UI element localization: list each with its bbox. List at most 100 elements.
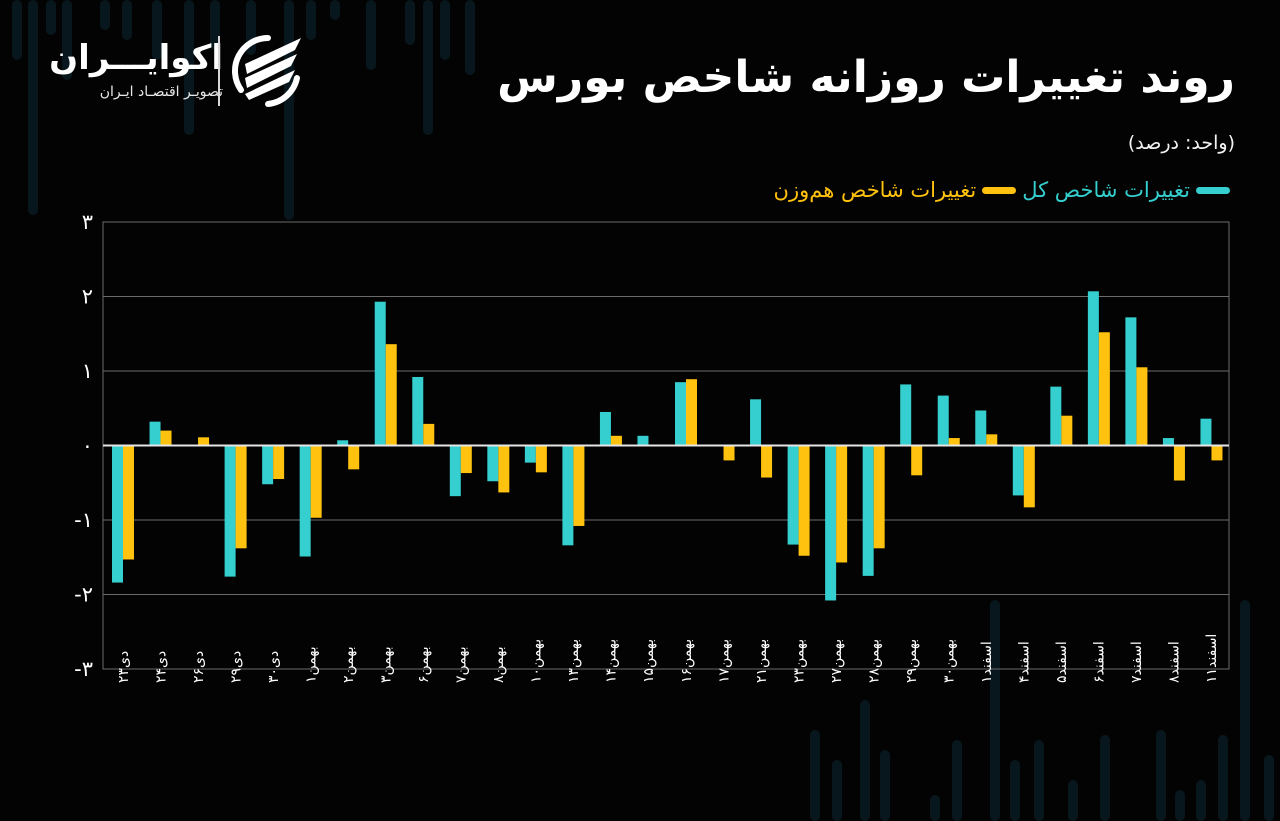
logo-tagline: تصویـر اقتصـاد ایـران [99,84,223,100]
bar-equal-weight-index [198,437,210,446]
legend-item-total-index: تغییرات شاخص کل [1022,178,1230,202]
legend-swatch-equal [982,186,1017,194]
bar-equal-weight-index [798,445,810,556]
x-tick-label: اسفند۱ [979,641,995,683]
bar-total-index [1125,317,1137,446]
page-title: روند تغییرات روزانه شاخص بورس [497,52,1236,103]
x-tick-label: بهمن۲۸ [866,639,882,683]
bar-total-index [262,445,274,485]
bar-equal-weight-index [1136,367,1148,446]
brand-logo: اکوایـــران تصویـر اقتصـاد ایـران [48,34,318,108]
bar-total-index [1087,291,1099,446]
bar-equal-weight-index [1098,332,1110,446]
bar-total-index [112,445,123,583]
bar-equal-weight-index [1061,415,1073,446]
x-tick-label: بهمن۲۱ [754,639,770,683]
bar-equal-weight-index [235,445,247,549]
bar-equal-weight-index [160,430,172,446]
x-tick-label: بهمن۳۰ [942,639,958,683]
bar-total-index [637,435,649,446]
x-tick-label: دی۲۹ [228,651,244,683]
chart-bars [103,291,1229,601]
x-tick-label: بهمن۱۵ [641,639,657,683]
chart-legend: تغییرات شاخص کل تغییرات شاخص هم‌وزن [774,178,1230,202]
bar-equal-weight-index [385,344,397,446]
bar-equal-weight-index [498,445,510,493]
bar-equal-weight-index [1023,445,1035,508]
bar-total-index [149,421,161,446]
bar-total-index [675,382,686,446]
bar-equal-weight-index [836,445,848,563]
bar-total-index [787,445,799,545]
bar-total-index [562,445,574,546]
bar-equal-weight-index [1173,445,1185,481]
bar-total-index [975,410,987,446]
x-tick-label: بهمن۱۳ [566,639,582,683]
bar-equal-weight-index [123,445,134,560]
bar-total-index [1050,386,1062,446]
bar-total-index [374,301,386,446]
x-tick-label: بهمن۸ [491,646,507,683]
bar-equal-weight-index [273,445,285,480]
bar-equal-weight-index [686,379,697,446]
bar-equal-weight-index [873,445,885,549]
x-tick-label: اسفند۷ [1129,641,1145,683]
x-tick-label: دی۲۴ [153,651,169,683]
y-tick-label: ۰ [82,434,93,458]
bar-total-index [900,384,912,446]
y-tick-label: ۱ [82,359,93,383]
x-tick-label: اسفند۱۱ [1204,634,1220,683]
bar-total-index [524,445,536,463]
bar-equal-weight-index [460,445,472,474]
x-tick-label: بهمن۱ [303,646,319,683]
x-tick-label: بهمن۱۴ [604,639,620,683]
legend-label-equal: تغییرات شاخص هم‌وزن [773,178,977,202]
bar-total-index [1162,438,1174,446]
bar-total-index [599,411,611,446]
x-tick-label: دی۲۶ [191,651,207,683]
legend-item-equal-weight-index: تغییرات شاخص هم‌وزن [774,178,1017,202]
bar-equal-weight-index [911,445,923,476]
y-axis-labels: ۳ ۲ ۱ ۰ -۱ -۲ -۳ [74,210,93,681]
bar-total-index [1012,445,1024,496]
bar-equal-weight-index [1211,445,1223,461]
x-tick-label: بهمن۱۰ [529,639,545,683]
bar-total-index [299,445,311,557]
ecoiran-logo-icon [232,35,301,107]
bar-equal-weight-index [723,445,735,461]
legend-swatch-total [1196,186,1230,194]
x-tick-label: بهمن۲۳ [791,639,807,683]
bar-total-index [224,445,236,577]
y-tick-label: ۳ [82,210,93,234]
legend-label-total: تغییرات شاخص کل [1022,178,1190,202]
bar-equal-weight-index [986,434,998,446]
x-tick-label: بهمن۱۷ [716,639,732,683]
bar-equal-weight-index [423,423,435,446]
bar-total-index [412,376,424,446]
x-tick-label: بهمن۲۹ [904,639,920,683]
bar-total-index [1200,418,1212,446]
unit-label: (واحد: درصد) [1127,132,1235,154]
y-tick-label: -۱ [74,508,93,532]
bar-equal-weight-index [310,445,322,518]
x-tick-label: اسفند۶ [1092,641,1108,683]
bar-total-index [449,445,461,497]
bar-total-index [337,440,349,446]
x-tick-label: بهمن۷ [454,646,470,683]
y-tick-label: -۳ [74,657,93,681]
bar-total-index [487,445,499,482]
bar-equal-weight-index [348,445,360,470]
y-tick-label: ۲ [82,285,93,309]
bar-total-index [750,399,762,446]
bar-equal-weight-index [948,438,960,446]
x-tick-label: بهمن۳ [379,646,395,683]
x-tick-label: دی۳۰ [266,651,282,683]
logo-name: اکوایـــران [49,38,223,78]
x-tick-label: بهمن۱۶ [679,639,695,683]
y-tick-label: -۲ [74,583,93,607]
bar-equal-weight-index [573,445,585,526]
x-tick-label: بهمن۲ [341,646,357,683]
bar-equal-weight-index [761,445,773,478]
x-tick-label: اسفند۵ [1054,641,1070,683]
